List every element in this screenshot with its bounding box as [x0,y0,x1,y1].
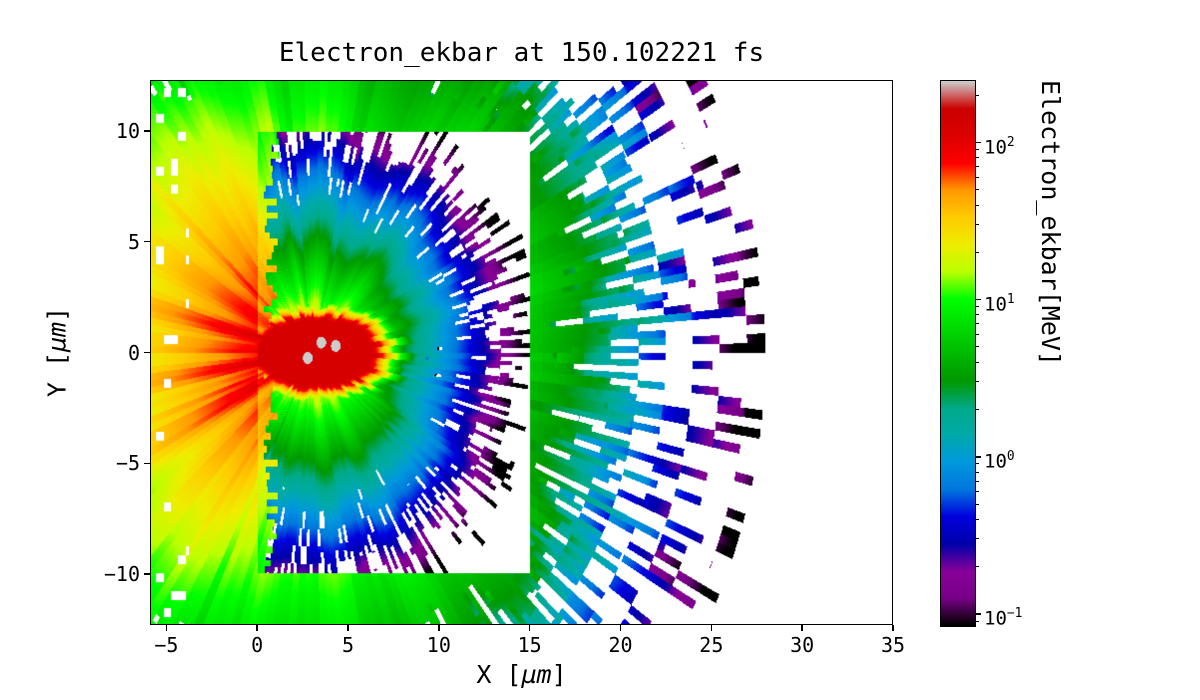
x-tick [710,625,713,631]
x-tick [165,625,168,631]
colorbar-minor-tick [975,314,979,316]
colorbar-minor-tick [975,204,979,206]
colorbar-minor-tick [975,471,979,473]
y-tick-label: 5 [127,229,140,254]
colorbar-minor-tick [975,149,979,151]
colorbar-tick-label: 102 [984,134,1015,158]
x-tick [347,625,349,631]
x-tick [801,625,803,631]
colorbar-major-tick [975,613,981,615]
colorbar-minor-tick [975,157,979,159]
colorbar-minor-tick [975,251,979,253]
x-axis-label-prefix: X [ [476,660,522,689]
colorbar-major-tick [975,456,981,458]
colorbar-minor-tick [975,480,979,482]
y-axis-label-suffix: ] [42,306,72,322]
colorbar-minor-tick [975,189,979,191]
x-tick [528,625,531,631]
x-tick-label: 5 [341,633,355,657]
colorbar-major-tick [975,141,981,144]
colorbar-minor-tick [975,503,979,505]
colorbar-minor-tick [975,538,979,540]
y-tick [144,351,150,354]
x-tick-label: 20 [608,633,633,657]
colorbar-label: Electron_ekbar[MeV] [1036,80,1065,366]
x-tick [892,625,894,631]
y-tick-label: 10 [115,118,140,143]
heatmap-canvas [151,81,892,624]
y-tick [144,130,150,132]
x-axis-label-unit: µm [521,660,552,689]
colorbar-minor-tick [975,94,979,96]
colorbar-minor-tick [975,518,979,520]
colorbar-minor-tick [975,176,979,178]
y-tick-label: −10 [103,562,140,587]
x-tick-label: 10 [426,633,451,657]
colorbar-tick-label: 101 [984,291,1015,315]
colorbar-minor-tick [975,408,979,410]
colorbar-canvas [941,81,975,626]
colorbar-minor-tick [975,323,979,325]
colorbar-minor-tick [975,334,979,335]
y-tick-label: 0 [127,340,140,365]
colorbar-minor-tick [975,306,979,308]
colorbar-minor-tick [975,361,979,363]
colorbar-tick-label: 10−1 [984,605,1023,630]
colorbar-minor-tick [975,491,979,493]
colorbar-minor-tick [975,166,979,168]
colorbar-major-tick [975,298,981,301]
x-axis-label-suffix: ] [551,660,567,689]
y-tick-label: −5 [115,451,140,476]
x-tick [256,625,258,631]
y-tick [144,462,150,465]
colorbar-minor-tick [975,620,979,622]
colorbar [940,80,976,627]
x-tick-label: 35 [880,633,906,657]
x-axis-label: X [µm] [150,660,893,689]
colorbar-minor-tick [975,566,979,568]
chart-title: Electron_ekbar at 150.102221 fs [278,38,765,68]
x-tick [438,625,440,631]
colorbar-minor-tick [975,224,979,226]
x-tick-label: 0 [251,633,264,657]
x-tick-label: −5 [154,633,179,657]
x-tick [619,625,622,631]
colorbar-tick-label: 100 [984,448,1015,473]
x-tick-label: 25 [699,633,724,657]
colorbar-minor-tick [975,463,979,465]
plot-area [150,80,893,625]
colorbar-minor-tick [975,346,979,348]
y-tick [144,573,150,575]
x-tick-label: 15 [517,633,542,657]
y-tick [144,240,150,243]
x-tick-label: 30 [790,633,815,657]
colorbar-minor-tick [975,381,979,383]
